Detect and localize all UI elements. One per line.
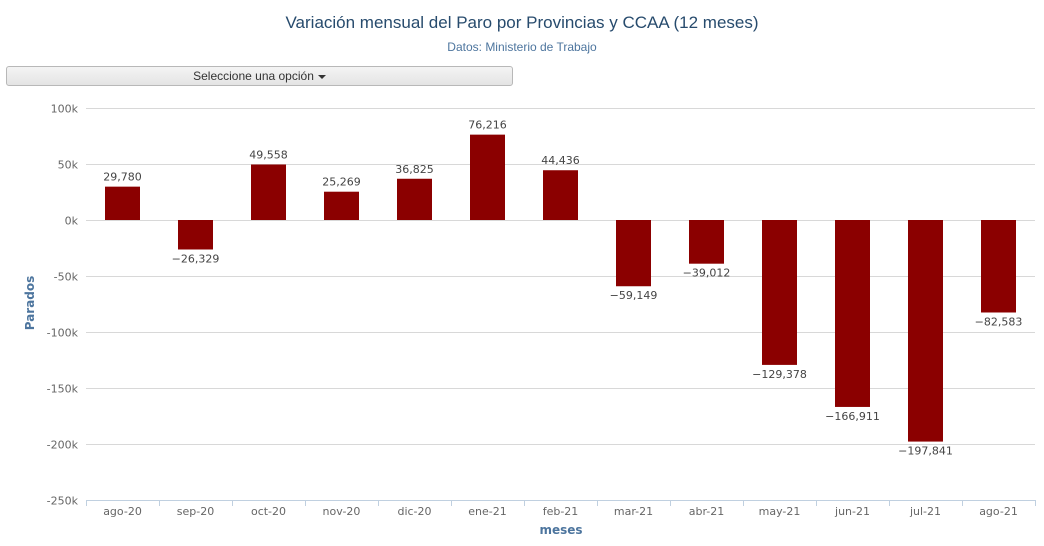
data-labels: 29,780 −26,329 49,558 25,269 36,825 76,216 44,… bbox=[103, 119, 1022, 458]
x-tick-label: nov-20 bbox=[323, 505, 361, 518]
x-tick-label: ago-21 bbox=[979, 505, 1018, 518]
y-tick-label: -150k bbox=[47, 383, 79, 396]
select-option-dropdown[interactable]: Seleccione una opción bbox=[6, 66, 513, 86]
bar bbox=[981, 220, 1016, 313]
x-tick-label: oct-20 bbox=[251, 505, 286, 518]
y-axis-title: Parados bbox=[23, 276, 37, 331]
bar bbox=[178, 220, 213, 250]
x-tick-label: abr-21 bbox=[689, 505, 725, 518]
x-tick-label: dic-20 bbox=[397, 505, 431, 518]
bar bbox=[762, 220, 797, 365]
y-tick-label: 0k bbox=[65, 215, 79, 228]
x-tick-label: feb-21 bbox=[543, 505, 579, 518]
data-label: −129,378 bbox=[752, 368, 807, 381]
data-label: −59,149 bbox=[610, 289, 658, 302]
bars bbox=[105, 134, 1016, 442]
y-tick-label: -100k bbox=[47, 327, 79, 340]
y-axis-tick-labels: 100k 50k 0k -50k -100k -150k -200k -250k bbox=[47, 103, 79, 508]
data-label: −39,012 bbox=[683, 267, 731, 280]
y-tick-label: -250k bbox=[47, 495, 79, 508]
y-tick-label: 100k bbox=[51, 103, 79, 116]
select-option-label: Seleccione una opción bbox=[193, 69, 314, 83]
chart-subtitle: Datos: Ministerio de Trabajo bbox=[447, 40, 597, 54]
data-label: 29,780 bbox=[103, 171, 142, 184]
data-label: 49,558 bbox=[249, 148, 288, 161]
data-label: −166,911 bbox=[825, 410, 880, 423]
grid-lines bbox=[86, 108, 1035, 445]
bar bbox=[543, 170, 578, 220]
bar bbox=[689, 220, 724, 264]
bar bbox=[908, 220, 943, 442]
y-tick-label: -200k bbox=[47, 439, 79, 452]
chart-title: Variación mensual del Paro por Provincia… bbox=[285, 13, 759, 32]
bar bbox=[397, 178, 432, 220]
data-label: −26,329 bbox=[172, 252, 220, 265]
data-label: 76,216 bbox=[468, 119, 507, 132]
bar bbox=[251, 164, 286, 220]
x-axis: ago-20 sep-20 oct-20 nov-20 dic-20 ene-21 feb-… bbox=[86, 500, 1036, 518]
data-label: 36,825 bbox=[395, 163, 434, 176]
x-tick-label: sep-20 bbox=[177, 505, 214, 518]
x-axis-title: meses bbox=[539, 523, 582, 537]
x-tick-label: jul-21 bbox=[909, 505, 941, 518]
bar bbox=[835, 220, 870, 407]
bar bbox=[616, 220, 651, 287]
bar bbox=[105, 186, 140, 220]
x-tick-label: ago-20 bbox=[103, 505, 142, 518]
caret-down-icon bbox=[317, 74, 326, 79]
y-tick-label: 50k bbox=[58, 159, 79, 172]
x-tick-label: may-21 bbox=[759, 505, 801, 518]
bar bbox=[324, 191, 359, 220]
x-tick-label: jun-21 bbox=[834, 505, 870, 518]
bar bbox=[470, 134, 505, 220]
data-label: −82,583 bbox=[975, 315, 1023, 328]
x-tick-label: mar-21 bbox=[614, 505, 653, 518]
y-tick-label: -50k bbox=[54, 271, 79, 284]
x-tick-label: ene-21 bbox=[468, 505, 506, 518]
data-label: −197,841 bbox=[898, 445, 953, 458]
data-label: 25,269 bbox=[322, 176, 361, 189]
data-label: 44,436 bbox=[541, 154, 580, 167]
